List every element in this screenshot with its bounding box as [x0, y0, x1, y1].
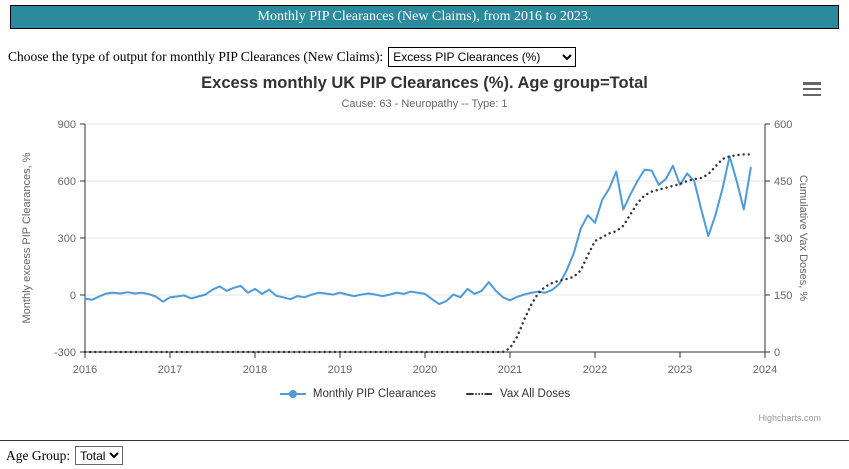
- hamburger-menu-icon: [803, 82, 821, 85]
- legend-label: Monthly PIP Clearances: [312, 388, 437, 400]
- svg-text:2017: 2017: [158, 364, 182, 376]
- chart-title: Excess monthly UK PIP Clearances (%). Ag…: [201, 74, 648, 92]
- legend-item-0[interactable]: Monthly PIP Clearances: [279, 388, 436, 400]
- svg-text:2022: 2022: [583, 364, 607, 376]
- output-type-select[interactable]: Excess PIP Clearances (%): [388, 47, 577, 67]
- plot-area: -300 0 300 600 900 0 150 300 450 600 2016 2017 2018 2…: [21, 119, 809, 376]
- legend: Monthly PIP Clearances Vax All Doses: [0, 388, 849, 400]
- credits-link[interactable]: Highcharts.com: [758, 413, 821, 423]
- line-marker-icon: [279, 390, 306, 398]
- svg-text:-300: -300: [54, 347, 76, 359]
- footer-divider: [0, 440, 849, 441]
- svg-text:600: 600: [58, 176, 76, 188]
- legend-label: Vax All Doses: [500, 388, 571, 400]
- svg-text:900: 900: [58, 119, 76, 131]
- svg-text:2019: 2019: [328, 364, 352, 376]
- hamburger-menu-icon: [803, 93, 821, 96]
- svg-text:2016: 2016: [73, 364, 97, 376]
- legend-item-1[interactable]: Vax All Doses: [466, 388, 570, 400]
- header-bar: Monthly PIP Clearances (New Claims), fro…: [10, 5, 839, 29]
- hamburger-menu-icon: [803, 87, 821, 91]
- output-type-label: Choose the type of output for monthly PI…: [8, 49, 384, 64]
- output-type-row: Choose the type of output for monthly PI…: [8, 46, 577, 68]
- svg-text:Cumulative Vax Doses, %: Cumulative Vax Doses, %: [797, 175, 809, 302]
- svg-text:0: 0: [70, 290, 76, 302]
- svg-text:300: 300: [58, 233, 76, 245]
- svg-text:2020: 2020: [413, 364, 437, 376]
- age-group-select[interactable]: Total: [75, 446, 124, 465]
- page-title: Monthly PIP Clearances (New Claims), fro…: [257, 9, 592, 24]
- age-group-label: Age Group:: [6, 447, 71, 463]
- svg-text:300: 300: [774, 233, 792, 245]
- chart-subtitle: Cause: 63 - Neuropathy -- Type: 1: [341, 98, 508, 110]
- svg-text:600: 600: [774, 119, 792, 131]
- age-group-row: Age Group: Total: [6, 446, 124, 465]
- svg-text:2024: 2024: [753, 364, 777, 376]
- svg-text:450: 450: [774, 176, 792, 188]
- svg-text:2023: 2023: [668, 364, 692, 376]
- svg-text:0: 0: [774, 347, 780, 359]
- dotted-line-icon: [466, 393, 495, 395]
- chart-menu-button[interactable]: [803, 82, 821, 96]
- svg-text:Monthly excess PIP Clearances,: Monthly excess PIP Clearances, %: [21, 152, 33, 323]
- svg-text:2021: 2021: [498, 364, 522, 376]
- svg-text:2018: 2018: [243, 364, 267, 376]
- svg-text:150: 150: [774, 290, 792, 302]
